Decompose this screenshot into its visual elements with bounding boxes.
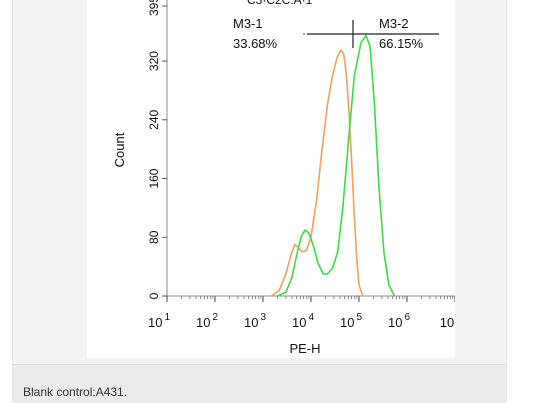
x-tick-label: 10 5 [340, 312, 362, 330]
x-tick-label: 10 [440, 315, 454, 330]
x-tick-label: 10 4 [292, 312, 314, 330]
cropped-header-text: C3·C2C.A·1 [247, 0, 313, 7]
y-axis-label: Count [112, 132, 127, 167]
caption-bar: Blank control:A431. [13, 364, 506, 403]
gate-m3-2-value: 66.15% [379, 36, 424, 51]
y-tick-label: 240 [147, 109, 161, 129]
x-tick-label: 10 3 [244, 312, 266, 330]
chart-figure: C3·C2C.A·1 0 80 160 240 320 395 10 1 10 2 10 3 10 4 1… [87, 0, 455, 358]
x-minor-ticks [181, 296, 454, 299]
y-ticks: 0 80 160 240 320 395 [147, 0, 167, 299]
x-tick-label: 10 1 [148, 312, 170, 330]
x-axis-label: PE-H [289, 341, 320, 356]
y-tick-label: 320 [147, 51, 161, 71]
y-tick-label: 395 [147, 0, 161, 16]
series-line-2 [277, 34, 396, 297]
y-tick-label: 160 [147, 168, 161, 188]
y-tick-label: 0 [147, 292, 161, 299]
y-tick-label: 80 [147, 230, 161, 244]
x-ticks: 10 1 10 2 10 3 10 4 10 5 10 6 10 [148, 296, 455, 330]
gate-m3-1-value: 33.68% [233, 36, 278, 51]
gate-m3-2-label: M3-2 [379, 16, 409, 31]
gate-m3-1-label: M3-1 [233, 16, 263, 31]
x-tick-label: 10 2 [196, 312, 218, 330]
series-line-1 [271, 49, 364, 297]
x-tick-label: 10 6 [388, 312, 410, 330]
series-group [271, 34, 396, 297]
gate-marker [303, 20, 439, 48]
figure-card: C3·C2C.A·1 0 80 160 240 320 395 10 1 10 2 10 3 10 4 1… [12, 0, 507, 403]
figure-caption: Blank control:A431. [23, 385, 128, 399]
